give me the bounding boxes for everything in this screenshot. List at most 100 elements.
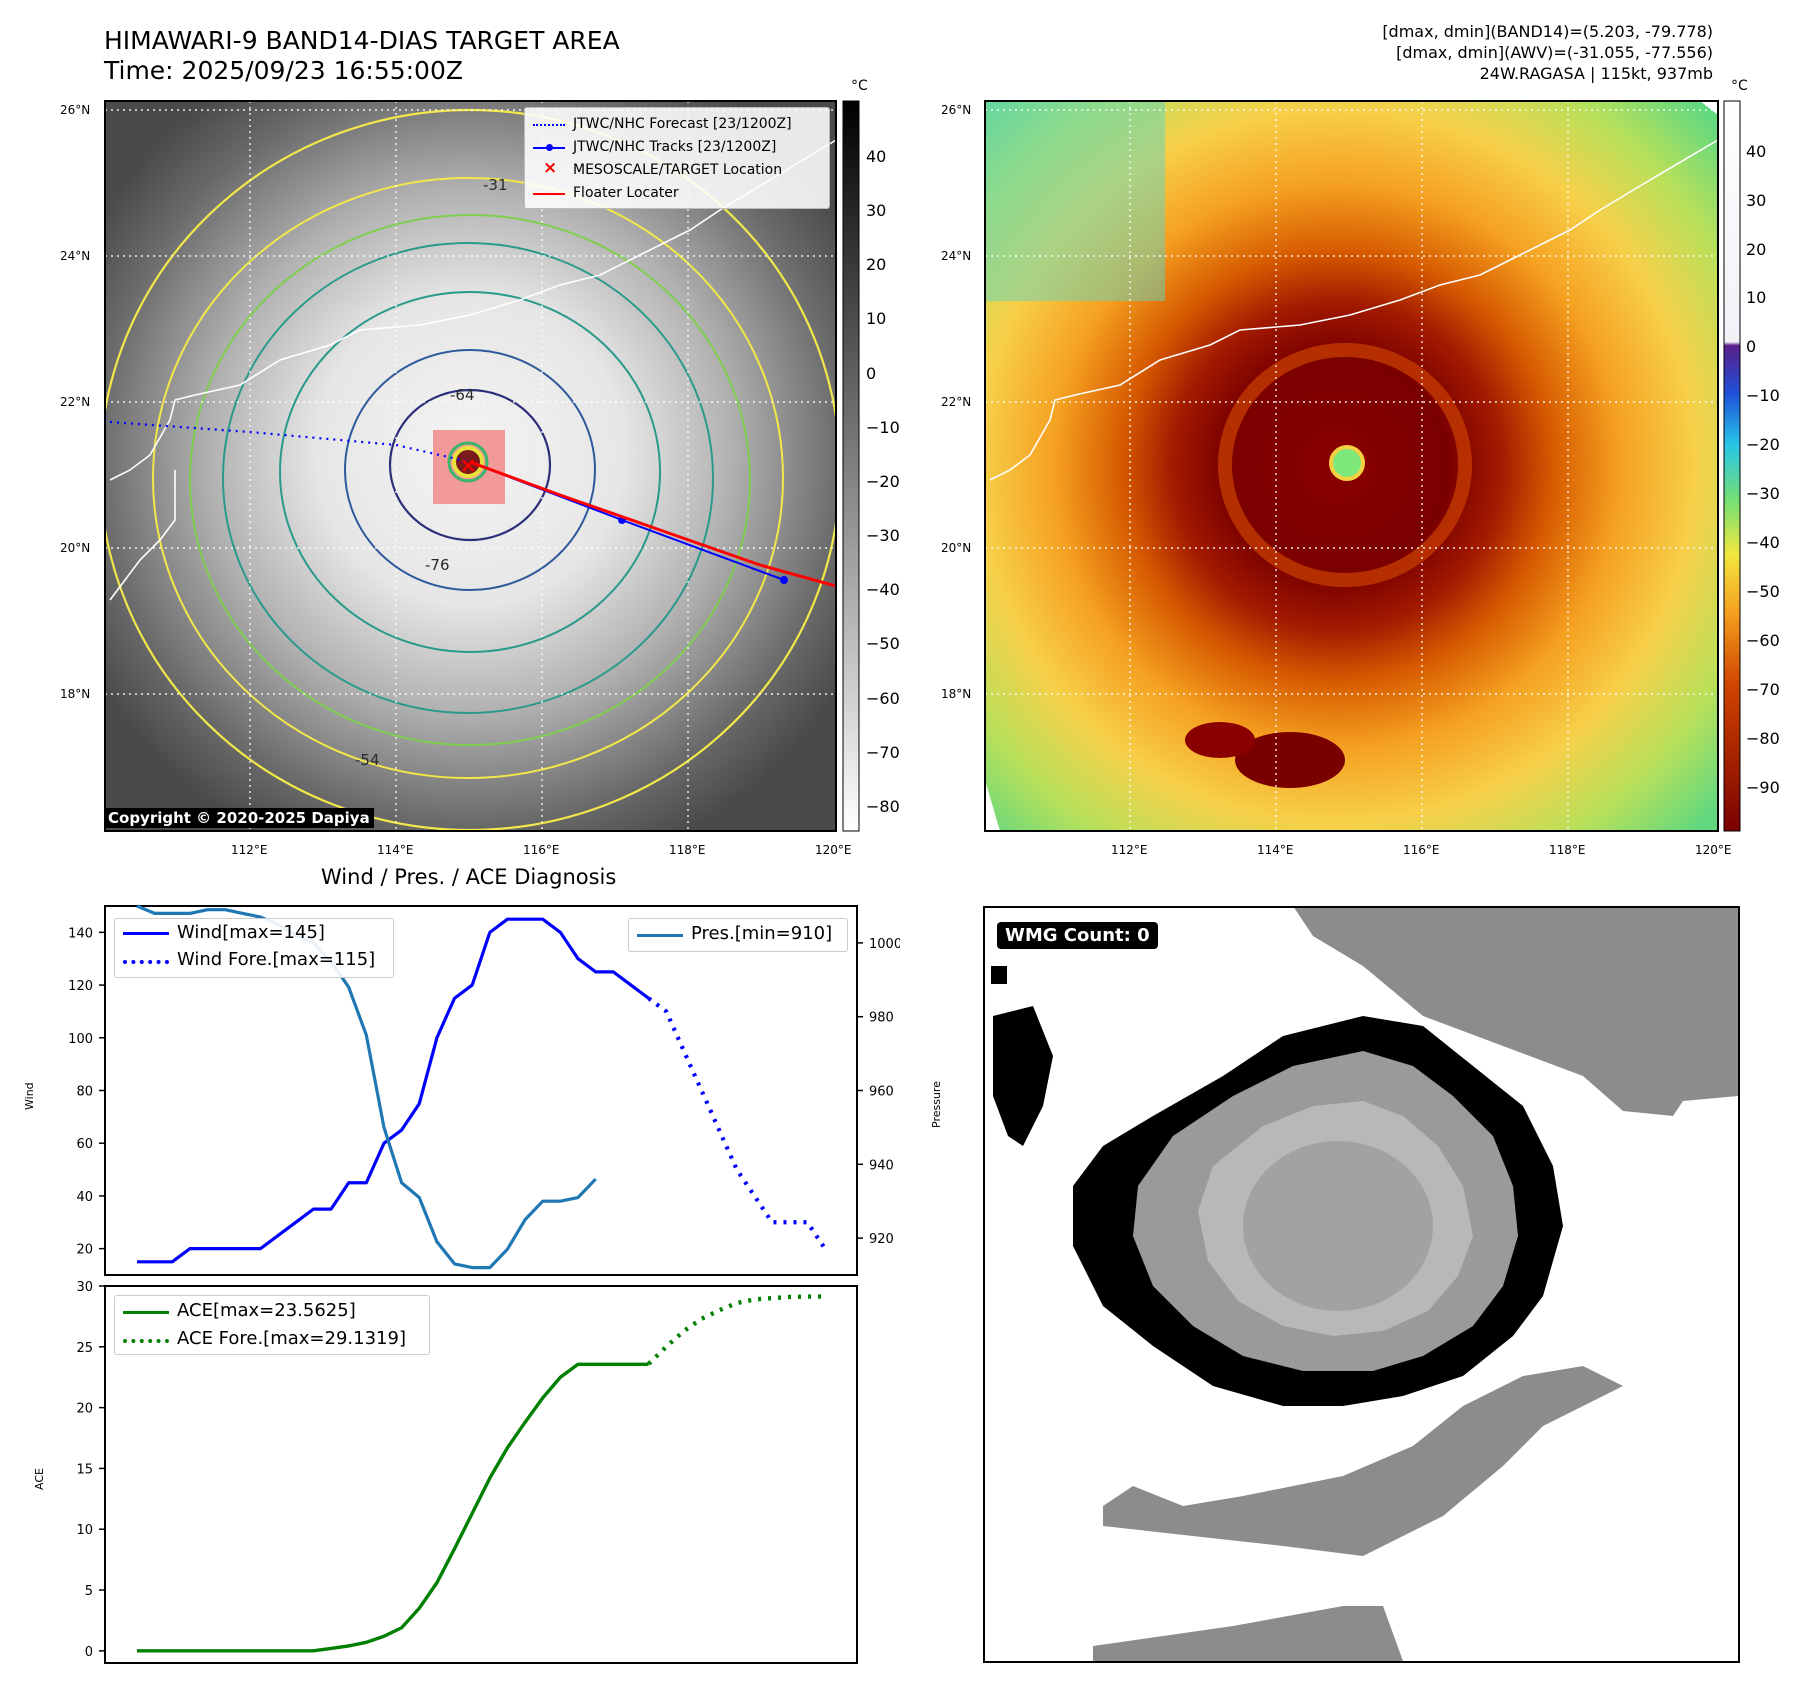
rcb-tick-0: 0: [1746, 337, 1757, 356]
contour-lightgreen: [189, 214, 751, 746]
contour-yellow-mid: [152, 177, 784, 779]
right-map-panel: [984, 100, 1741, 832]
rcb-tick-m10: −10: [1746, 386, 1780, 405]
rcb-tick-30: 30: [1746, 191, 1767, 210]
rcb-tick-m90: −90: [1746, 778, 1780, 797]
right-lat-22: 22°N: [941, 395, 972, 409]
contour-label-54: -54: [355, 751, 380, 769]
copyright-label: Copyright © 2020-2025 Dapiya: [104, 808, 374, 828]
right-colorbar-ticks: 40 30 20 10 0 −10 −20 −30 −40 −50 −60 −7…: [1746, 0, 1794, 900]
left-lat-24: 24°N: [60, 249, 91, 263]
left-lat-22: 22°N: [60, 395, 91, 409]
right-lon-118: 118°E: [1549, 843, 1586, 857]
wmg-frame: [983, 906, 1740, 1663]
ace-y-tick-label: 5: [85, 1584, 93, 1599]
legend-swatch-forecast: [533, 124, 565, 126]
lcb-tick-m70: −70: [866, 743, 900, 762]
wmg-gray-upper-right: [1293, 906, 1738, 1116]
wind-forecast-line: [647, 996, 827, 1250]
rcb-tick-40: 40: [1746, 142, 1767, 161]
lcb-tick-10: 10: [866, 309, 887, 328]
rcb-tick-m30: −30: [1746, 484, 1780, 503]
left-lon-118: 118°E: [669, 843, 706, 857]
contour-teal-mid: [279, 291, 661, 653]
pressure-y-tick-label: 920: [869, 1232, 894, 1247]
map-legend: JTWC/NHC Forecast [23/1200Z] JTWC/NHC Tr…: [524, 107, 830, 209]
awv-eye: [1329, 445, 1365, 481]
wind-y-tick-label: 60: [76, 1137, 93, 1152]
contour-label-31: -31: [483, 176, 508, 194]
ace-legend: ACE[max=23.5625] ACE Fore.[max=29.1319]: [114, 1295, 430, 1355]
right-lon-114: 114°E: [1257, 843, 1294, 857]
ace-y-tick-label: 0: [85, 1645, 93, 1660]
rcb-tick-m20: −20: [1746, 435, 1780, 454]
right-lat-24: 24°N: [941, 249, 972, 263]
legend-label-floater: Floater Locater: [573, 185, 679, 201]
right-lat-18: 18°N: [941, 687, 972, 701]
rcb-tick-10: 10: [1746, 288, 1767, 307]
info-line3: 24W.RAGASA | 115kt, 937mb: [1479, 64, 1713, 83]
wind-fore-legend-swatch: [123, 960, 169, 964]
wind-y-tick-label: 40: [76, 1190, 93, 1205]
wind-fore-legend-label: Wind Fore.[max=115]: [177, 949, 376, 970]
legend-swatch-target: ×: [543, 158, 558, 178]
contour-blue-inner: [344, 349, 596, 591]
wmg-eye-center: [1243, 1141, 1433, 1311]
right-coastline: [989, 139, 1718, 481]
pressure-legend-label: Pres.[min=910]: [691, 923, 833, 944]
left-lat-20: 20°N: [60, 541, 91, 555]
left-lon-116: 116°E: [523, 843, 560, 857]
legend-swatch-floater: [533, 193, 565, 195]
lcb-tick-m20: −20: [866, 472, 900, 491]
left-map-panel: × -31 -54 -64 -76: [104, 100, 860, 832]
lcb-tick-m40: −40: [866, 580, 900, 599]
lcb-tick-m80: −80: [866, 797, 900, 816]
left-lat-26: 26°N: [60, 103, 91, 117]
ace-fore-legend-swatch: [123, 1339, 169, 1343]
pressure-legend: Pres.[min=910]: [628, 918, 848, 952]
rcb-tick-m70: −70: [1746, 680, 1780, 699]
ace-legend-swatch: [123, 1311, 169, 1314]
rcb-tick-m60: −60: [1746, 631, 1780, 650]
right-lat-20: 20°N: [941, 541, 972, 555]
left-lon-112: 112°E: [231, 843, 268, 857]
wind-y-tick-label: 140: [68, 926, 93, 941]
wind-y-tick-label: 120: [68, 979, 93, 994]
legend-label-forecast: JTWC/NHC Forecast [23/1200Z]: [573, 116, 792, 132]
contour-label-76: -76: [425, 556, 450, 574]
pressure-y-tick-label: 1000: [869, 937, 900, 952]
wmg-panel: [983, 906, 1738, 1661]
lcb-tick-0: 0: [866, 364, 877, 383]
info-line2: [dmax, dmin](AWV)=(-31.055, -77.556): [1396, 43, 1713, 62]
legend-label-tracks: JTWC/NHC Tracks [23/1200Z]: [573, 139, 777, 155]
pressure-y-tick-label: 940: [869, 1158, 894, 1173]
wind-y-tick-label: 100: [68, 1032, 93, 1047]
pressure-y-tick-label: 960: [869, 1085, 894, 1100]
awv-moat-ring: [1218, 343, 1472, 587]
wind-line: [137, 917, 650, 1264]
wind-y-tick-label: 80: [76, 1085, 93, 1100]
rcb-tick-20: 20: [1746, 240, 1767, 259]
eye-core: [452, 446, 484, 478]
right-colorbar-unit: °C: [1731, 78, 1748, 94]
lcb-tick-m10: −10: [866, 418, 900, 437]
ace-y-tick-label: 30: [76, 1280, 93, 1295]
right-lon-112: 112°E: [1111, 843, 1148, 857]
wind-y-tick-label: 20: [76, 1243, 93, 1258]
lcb-tick-20: 20: [866, 255, 887, 274]
legend-label-target: MESOSCALE/TARGET Location: [573, 162, 783, 178]
ace-legend-label: ACE[max=23.5625]: [177, 1300, 356, 1321]
right-lat-26: 26°N: [941, 103, 972, 117]
ace-line: [137, 1362, 649, 1653]
pressure-line: [136, 904, 597, 1270]
lcb-tick-40: 40: [866, 147, 887, 166]
rcb-tick-m50: −50: [1746, 582, 1780, 601]
figure-title-line1: HIMAWARI-9 BAND14-DIAS TARGET AREA: [104, 26, 620, 55]
pressure-y-tick-label: 980: [869, 1011, 894, 1026]
ace-y-tick-label: 20: [76, 1402, 93, 1417]
lcb-tick-m60: −60: [866, 689, 900, 708]
awv-dark-band: [1235, 732, 1345, 788]
wind-legend-swatch: [123, 932, 169, 935]
lcb-tick-m30: −30: [866, 526, 900, 545]
left-colorbar: [842, 100, 860, 832]
